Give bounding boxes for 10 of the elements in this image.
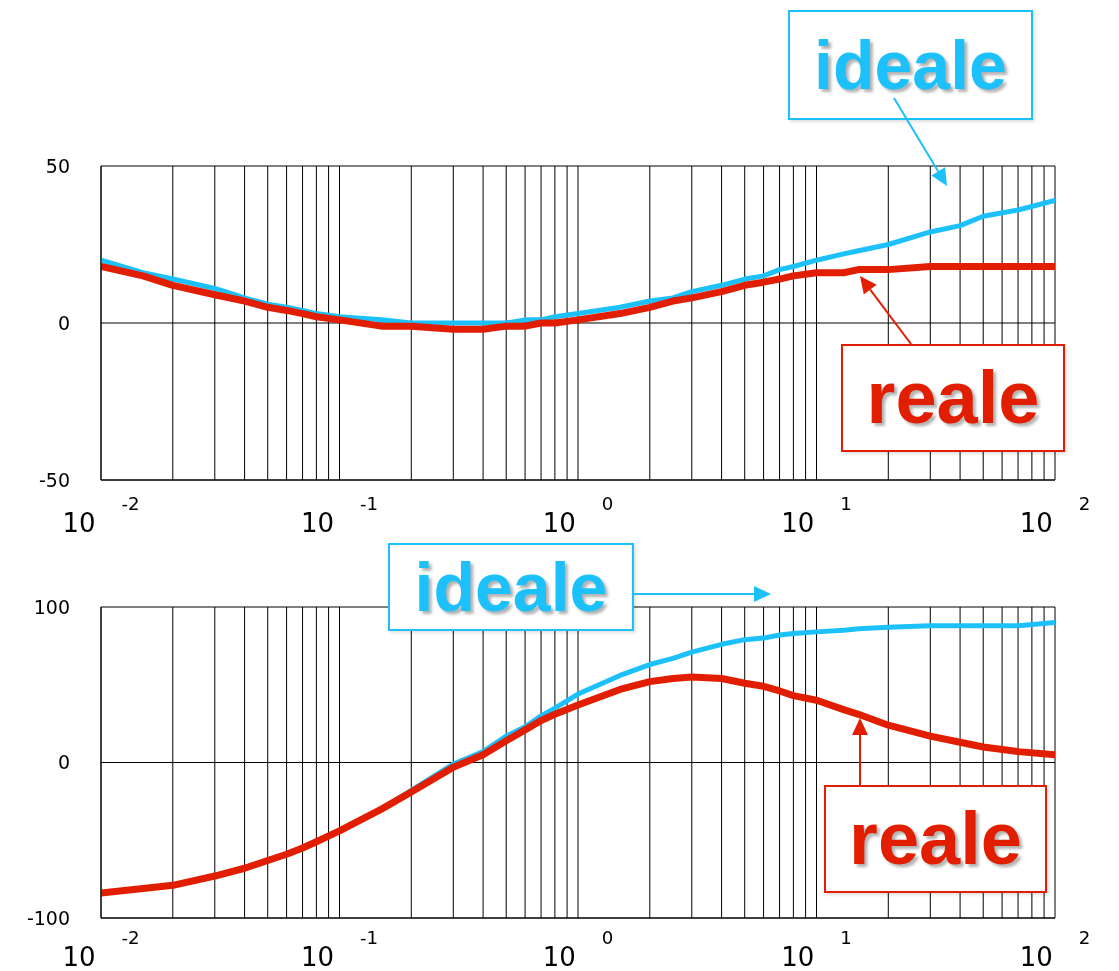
y-tick-label: -50 [38, 468, 70, 491]
legend-label: reale [866, 356, 1040, 439]
y-tick-label: 50 [45, 154, 70, 177]
legend-label: ideale [414, 549, 608, 625]
y-tick-label: 0 [57, 751, 70, 774]
y-tick-label: 100 [33, 595, 70, 618]
y-tick-label: 0 [57, 311, 70, 334]
series-label: reale [849, 797, 1022, 880]
series-label: ideale [814, 27, 1007, 103]
y-tick-label: -100 [26, 906, 70, 929]
